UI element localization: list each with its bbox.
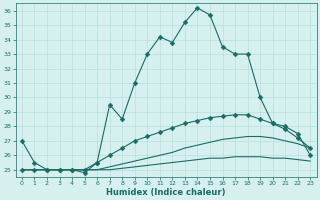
X-axis label: Humidex (Indice chaleur): Humidex (Indice chaleur) — [106, 188, 226, 197]
